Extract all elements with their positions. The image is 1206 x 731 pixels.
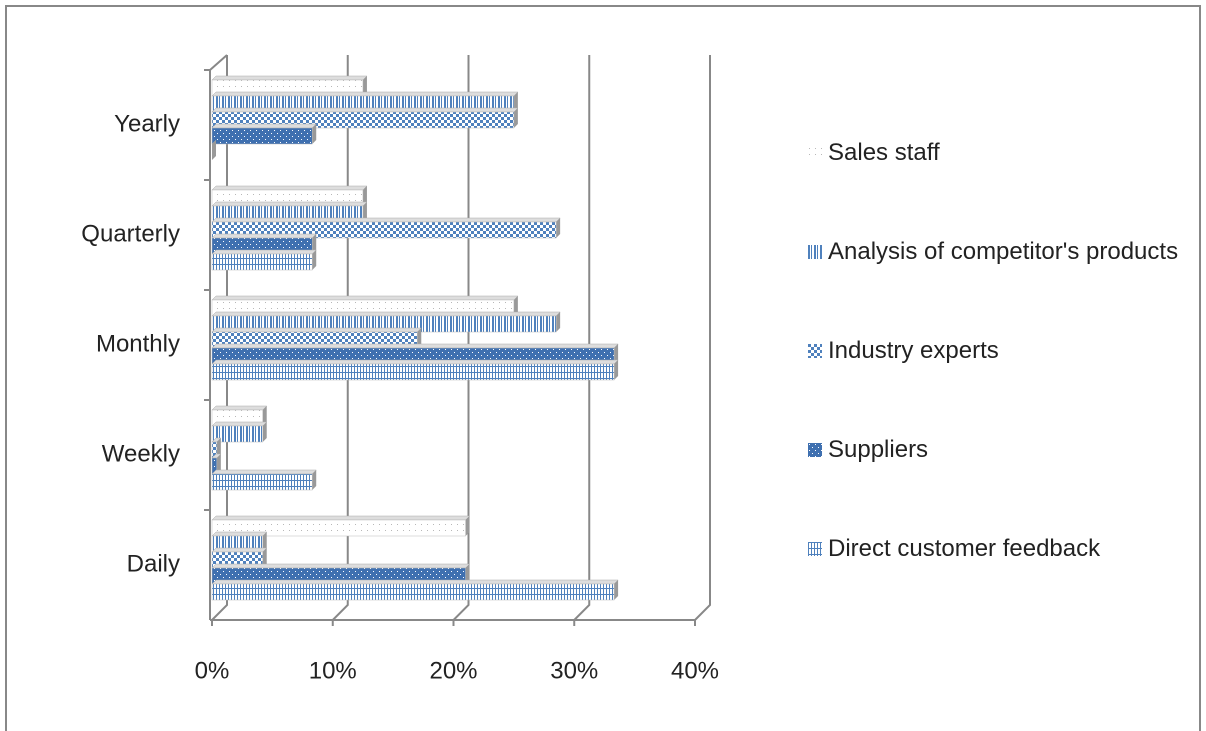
- bar-top: [211, 123, 317, 129]
- legend-swatch: [808, 542, 822, 556]
- bar-side: [312, 124, 317, 144]
- bar-top: [211, 469, 317, 475]
- bar-top: [211, 515, 471, 521]
- bar-side: [417, 328, 422, 348]
- bar-top: [211, 343, 619, 349]
- x-tick-label: 40%: [671, 657, 719, 684]
- bar-top: [211, 327, 422, 333]
- bar-side: [362, 202, 367, 222]
- bar-side: [262, 532, 267, 552]
- bar-side: [312, 470, 317, 490]
- legend-label: Suppliers: [828, 436, 929, 463]
- legend-swatch: [808, 443, 822, 457]
- bar: [211, 253, 313, 271]
- bar-top: [211, 563, 471, 569]
- bar-top: [211, 421, 268, 427]
- bar-side: [312, 250, 317, 270]
- x-tick-label: 10%: [309, 657, 357, 684]
- bar-top: [211, 217, 561, 223]
- bar-side: [465, 564, 470, 584]
- bar-side: [513, 296, 518, 316]
- bar-top: [211, 107, 519, 113]
- y-tick-label: Yearly: [114, 110, 180, 137]
- bar: [211, 425, 263, 443]
- bar-side: [362, 186, 367, 206]
- bar-side: [614, 344, 619, 364]
- bar-side: [212, 140, 216, 160]
- bar-side: [262, 406, 267, 426]
- bar: [211, 363, 615, 381]
- bar-top: [211, 233, 317, 239]
- bar-side: [216, 454, 221, 474]
- bar-side: [556, 218, 561, 238]
- bar-side: [262, 422, 267, 442]
- bar-top: [211, 359, 619, 365]
- bar-top: [211, 405, 268, 411]
- legend-item: Direct customer feedback: [808, 531, 1188, 630]
- bar-top: [211, 547, 268, 553]
- legend-swatch: [808, 344, 822, 358]
- bar: [211, 583, 615, 601]
- legend-label: Analysis of competitor's products: [828, 238, 1179, 265]
- bar-side: [556, 312, 561, 332]
- legend: Sales staff Analysis of competitor's prod…: [808, 135, 1188, 630]
- x-tick-label: 30%: [550, 657, 598, 684]
- y-tick-label: Weekly: [102, 440, 180, 467]
- legend-swatch: [808, 146, 822, 160]
- bar-top: [211, 75, 368, 81]
- legend-label: Sales staff: [828, 139, 940, 166]
- legend-item: Sales staff: [808, 135, 1188, 234]
- swatch: [808, 344, 822, 358]
- swatch: [808, 542, 822, 556]
- frame: [5, 5, 1201, 731]
- bar-top: [211, 295, 519, 301]
- bar-side: [513, 108, 518, 128]
- bar: [211, 127, 313, 145]
- legend-item: Analysis of competitor's products: [808, 234, 1188, 333]
- y-tick-label: Quarterly: [81, 220, 180, 247]
- swatch: [808, 443, 822, 457]
- y-tick-label: Daily: [127, 550, 180, 577]
- x-tick-label: 20%: [429, 657, 477, 684]
- bar-side: [216, 438, 221, 458]
- bar-top: [211, 185, 368, 191]
- bar: [211, 473, 313, 491]
- bar-side: [465, 516, 470, 536]
- bar-top: [211, 249, 317, 255]
- legend-swatch: [808, 245, 822, 259]
- y-tick-label: Monthly: [96, 330, 180, 357]
- bar-side: [513, 92, 518, 112]
- legend-label: Industry experts: [828, 337, 999, 364]
- legend-item: Suppliers: [808, 432, 1188, 531]
- x-tick-label: 0%: [195, 657, 230, 684]
- grid-line: [573, 55, 591, 621]
- grid-line: [332, 55, 349, 621]
- bar-side: [312, 234, 317, 254]
- bar-side: [362, 76, 367, 96]
- bar-side: [614, 580, 619, 600]
- bar-top: [211, 201, 368, 207]
- bar: [211, 519, 466, 537]
- bar-side: [262, 548, 267, 568]
- legend-item: Industry experts: [808, 333, 1188, 432]
- bar-top: [211, 311, 561, 317]
- bar-top: [211, 579, 619, 585]
- bar-top: [211, 531, 268, 537]
- swatch: [808, 146, 822, 160]
- swatch: [808, 245, 822, 259]
- grid-line: [452, 55, 470, 621]
- legend-label: Direct customer feedback: [828, 535, 1101, 562]
- bar-top: [211, 91, 519, 97]
- grid-line: [694, 55, 711, 621]
- bar-side: [614, 360, 619, 380]
- wall-edge: [209, 54, 228, 71]
